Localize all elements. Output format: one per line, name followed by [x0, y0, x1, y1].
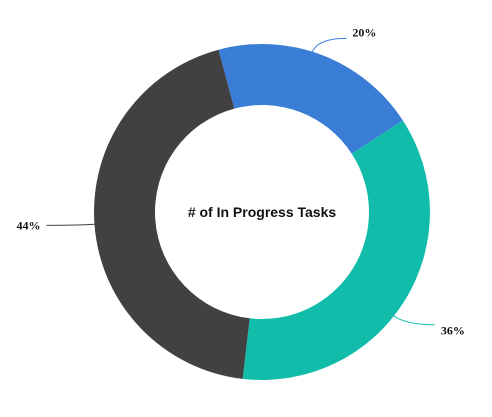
slice-label-1: 20% — [352, 25, 376, 39]
donut-slices — [93, 43, 430, 380]
slice-label-2: 36% — [441, 324, 465, 338]
slice-labels: 20% 36% 44% — [16, 25, 464, 337]
donut-slice-2 — [242, 120, 430, 380]
donut-slice-1 — [218, 43, 403, 154]
chart-title: # of In Progress Tasks — [188, 204, 337, 220]
leader-line-3 — [46, 223, 97, 226]
leader-line-2 — [391, 314, 435, 326]
leader-line-1 — [311, 37, 347, 54]
donut-slice-3 — [93, 49, 250, 379]
slice-label-3: 44% — [16, 218, 40, 232]
leader-lines — [46, 37, 435, 326]
